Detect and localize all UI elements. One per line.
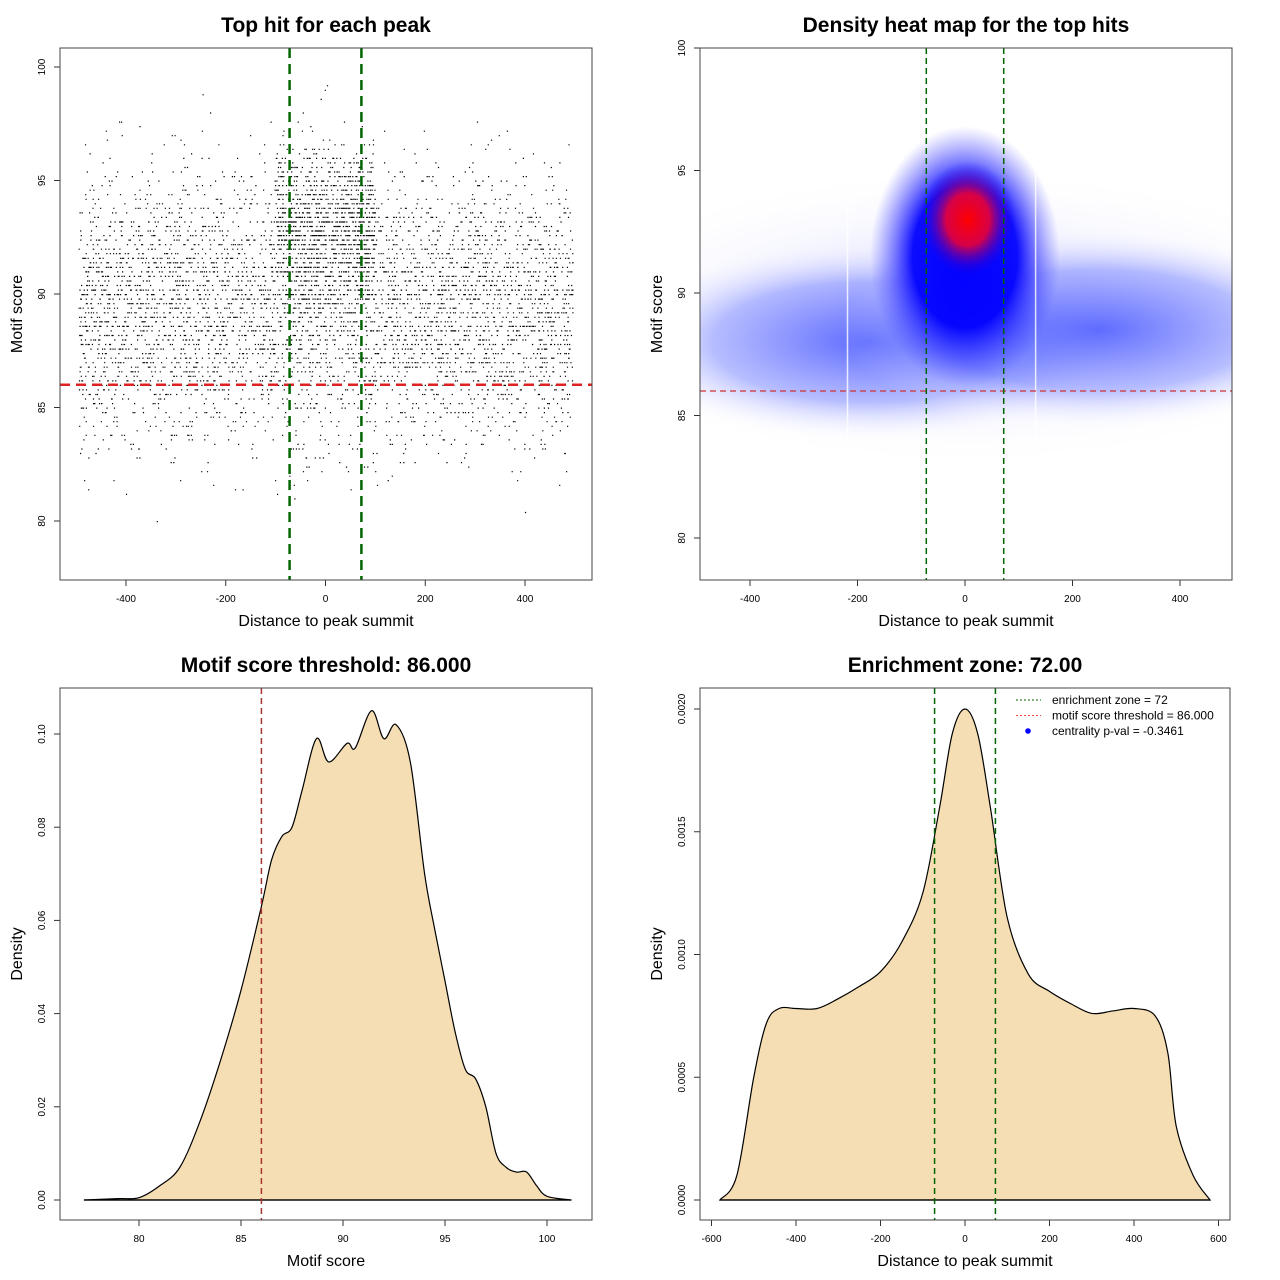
- chart-title: Top hit for each peak: [221, 14, 431, 37]
- y-tick-label: 95: [677, 165, 688, 177]
- x-tick-label: 600: [1210, 1234, 1227, 1245]
- density-curve: [718, 708, 1212, 1201]
- chart-title: Motif score threshold: 86.000: [181, 654, 472, 677]
- y-tick-label: 0.0010: [677, 939, 688, 970]
- y-tick-label: 0.00: [37, 1190, 48, 1210]
- y-tick-label: 0.0015: [677, 816, 688, 847]
- x-tick-label: 0: [323, 594, 329, 605]
- scatter-points: [78, 85, 574, 523]
- x-tick-label: 200: [1064, 594, 1081, 605]
- x-tick-label: 400: [1126, 1234, 1143, 1245]
- y-axis-label: Density: [649, 927, 666, 980]
- x-tick-label: -400: [116, 594, 136, 605]
- density-curve: [83, 710, 572, 1201]
- plot-box: [59, 687, 593, 1221]
- x-tick-label: 200: [417, 594, 434, 605]
- y-axis-label: Motif score: [9, 275, 26, 353]
- x-tick-label: 80: [133, 1234, 145, 1245]
- x-tick-label: -600: [701, 1234, 721, 1245]
- x-tick-label: 200: [1041, 1234, 1058, 1245]
- chart-title: Enrichment zone: 72.00: [848, 654, 1083, 677]
- legend-point-icon: [1025, 728, 1031, 734]
- y-tick-label: 95: [37, 175, 48, 187]
- legend-label: enrichment zone = 72: [1052, 693, 1168, 707]
- x-tick-label: 100: [539, 1234, 556, 1245]
- x-axis-label: Distance to peak summit: [877, 1253, 1053, 1270]
- y-tick-label: 85: [37, 402, 48, 414]
- x-tick-label: -200: [870, 1234, 890, 1245]
- y-tick-label: 0.10: [37, 724, 48, 744]
- scatter-point-set: [78, 85, 574, 523]
- y-tick-label: 0.02: [37, 1097, 48, 1117]
- x-tick-label: 85: [235, 1234, 247, 1245]
- x-tick-label: 95: [439, 1234, 451, 1245]
- panel-4: Enrichment zone: 72.00 Distance to peak s…: [649, 654, 1231, 1270]
- y-tick-label: 80: [677, 532, 688, 544]
- x-tick-label: -200: [216, 594, 236, 605]
- y-tick-label: 0.06: [37, 910, 48, 930]
- x-axis-label: Motif score: [287, 1253, 365, 1270]
- y-tick-label: 0.04: [37, 1003, 48, 1023]
- y-axis-label: Density: [9, 927, 26, 980]
- chart-title: Density heat map for the top hits: [803, 14, 1130, 37]
- legend-label: motif score threshold = 86.000: [1052, 709, 1214, 723]
- y-tick-label: 85: [677, 410, 688, 422]
- x-axis-label: Distance to peak summit: [878, 613, 1054, 630]
- y-tick-label: 80: [37, 515, 48, 527]
- y-tick-label: 90: [677, 287, 688, 299]
- y-tick-label: 100: [677, 39, 688, 56]
- heatmap: [700, 48, 1232, 580]
- plot-box: [699, 687, 1231, 1221]
- panel-1: Top hit for each peak Distance to peak su…: [9, 14, 593, 630]
- x-axis-label: Distance to peak summit: [238, 613, 414, 630]
- heat-peak: [919, 161, 1016, 278]
- x-tick-label: 90: [337, 1234, 349, 1245]
- legend-label: centrality p-val = -0.3461: [1052, 724, 1184, 738]
- x-tick-label: 400: [517, 594, 534, 605]
- plot-box: [59, 47, 593, 581]
- x-tick-label: 0: [962, 594, 968, 605]
- y-tick-label: 90: [37, 288, 48, 300]
- x-tick-label: -400: [740, 594, 760, 605]
- x-tick-label: 400: [1172, 594, 1189, 605]
- y-tick-label: 0.0020: [677, 693, 688, 724]
- y-tick-label: 0.0005: [677, 1062, 688, 1093]
- y-tick-label: 0.08: [37, 817, 48, 837]
- y-tick-label: 100: [37, 58, 48, 75]
- y-tick-label: 0.0000: [677, 1184, 688, 1215]
- panel-2: Density heat map for the top hits Distanc…: [649, 14, 1233, 630]
- y-axis-label: Motif score: [649, 275, 666, 353]
- x-tick-label: -200: [847, 594, 867, 605]
- x-tick-label: -400: [786, 1234, 806, 1245]
- panel-3: Motif score threshold: 86.000 Motif score…: [9, 654, 593, 1270]
- plot-box: [699, 47, 1233, 581]
- x-tick-label: 0: [962, 1234, 968, 1245]
- legend: enrichment zone = 72 motif score threshol…: [1016, 693, 1214, 738]
